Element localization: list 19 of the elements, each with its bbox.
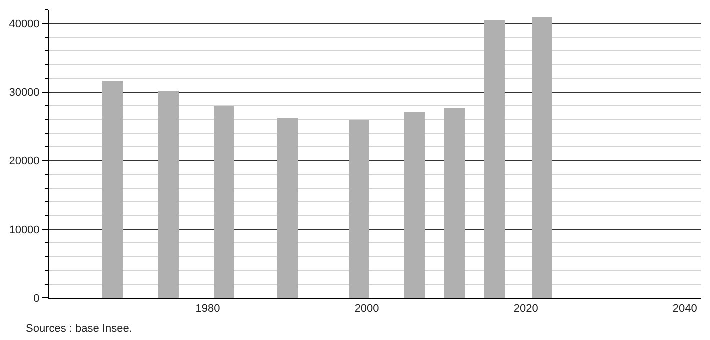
bar: [444, 108, 465, 298]
bar: [532, 17, 552, 298]
x-tick-label: 1980: [196, 303, 220, 316]
source-note: Sources : base Insee.: [26, 323, 132, 335]
bar: [349, 120, 369, 298]
x-tick-label: 2040: [672, 303, 698, 316]
y-tick-label: 30000: [9, 87, 40, 100]
bar: [158, 91, 179, 298]
bar: [277, 118, 298, 298]
y-tick-label: 0: [34, 292, 40, 305]
x-tick-label: 2020: [514, 303, 538, 316]
bar: [102, 81, 123, 298]
y-tick-label: 10000: [9, 224, 40, 236]
bar: [484, 20, 505, 298]
y-tick-label: 20000: [9, 156, 40, 168]
x-tick-label: 2000: [354, 303, 380, 316]
bar: [214, 106, 234, 298]
bar: [404, 112, 425, 298]
y-tick-label: 40000: [9, 18, 40, 31]
